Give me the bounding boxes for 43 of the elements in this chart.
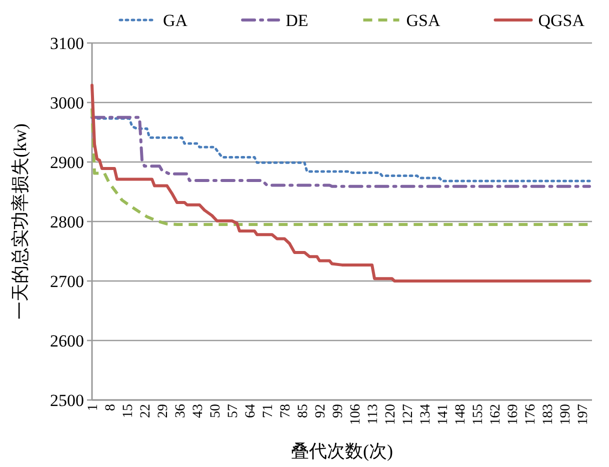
- x-tick-label: 148: [454, 404, 468, 425]
- x-tick-label: 155: [471, 404, 486, 425]
- x-tick-label: 134: [418, 404, 434, 425]
- x-tick-label: 1: [86, 404, 101, 411]
- chart: 2500 2600 2700 2800 2900 3000 3100 1 8 15 22 29 36 43 50 57 64 71 78 85 92 99 106 113 120 127 134 141 148 155 162 169 176 183 190 197 叠代次数(次) 一天的总实功率损失(kw): [10, 34, 592, 461]
- y-tick-label: 2900: [50, 153, 84, 172]
- x-tick-label: 8: [104, 404, 118, 411]
- x-tick-label: 127: [401, 404, 416, 425]
- x-tick-label: 43: [191, 404, 206, 418]
- x-tick-label: 99: [331, 404, 346, 418]
- x-tick-label: 22: [138, 404, 154, 418]
- legend-label: GSA: [406, 11, 441, 30]
- x-tick-label: 169: [506, 404, 521, 425]
- y-tick-label: 2600: [50, 332, 84, 350]
- x-tick-label: 113: [366, 404, 381, 424]
- x-tick-label: 36: [174, 404, 188, 418]
- y-tick-label: 2700: [50, 272, 84, 291]
- x-tick-label: 92: [314, 404, 328, 418]
- y-tick-label: 2500: [50, 391, 84, 410]
- x-tick-label: 50: [208, 404, 224, 418]
- x-tick-label: 120: [384, 404, 398, 425]
- x-tick-label: 85: [296, 404, 311, 418]
- legend-label: GA: [163, 11, 188, 30]
- x-tick-label: 176: [524, 404, 538, 425]
- y-tick-label: 3100: [50, 34, 84, 53]
- x-tick-label: 197: [576, 404, 591, 425]
- y-tick-label: 3000: [50, 94, 84, 112]
- y-tick-label: 2800: [50, 212, 84, 232]
- x-tick-label: 141: [436, 404, 451, 425]
- x-tick-label: 64: [244, 404, 258, 418]
- legend-label: DE: [286, 11, 308, 30]
- x-tick-label: 162: [488, 404, 504, 425]
- x-tick-label: 57: [226, 404, 241, 418]
- x-tick-label: 15: [121, 404, 136, 418]
- x-tick-label: 190: [558, 404, 574, 425]
- x-axis-title: 叠代次数(次): [291, 441, 393, 461]
- x-tick-label: 183: [541, 404, 556, 425]
- x-tick-label: 29: [156, 404, 171, 418]
- x-tick-label: 106: [348, 404, 364, 425]
- x-tick-label: 71: [261, 404, 276, 418]
- x-tick-label: 78: [278, 404, 294, 418]
- y-axis-title: 一天的总实功率损失(kw): [10, 124, 30, 320]
- legend-label: QGSA: [538, 11, 586, 30]
